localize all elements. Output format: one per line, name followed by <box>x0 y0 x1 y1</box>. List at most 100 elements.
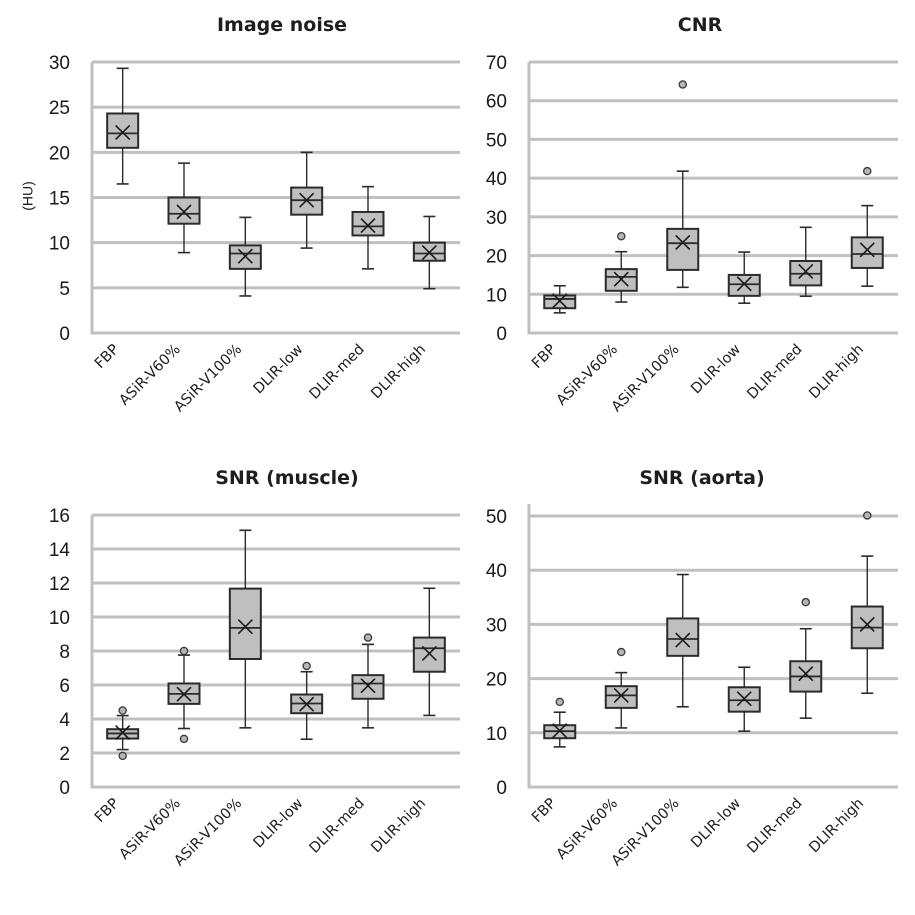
box-fbp <box>106 67 140 185</box>
y-tick-label: 10 <box>486 724 507 745</box>
mean-marker <box>115 124 131 141</box>
y-tick-label: 50 <box>486 130 507 151</box>
iqr-box <box>351 210 385 237</box>
y-tick-label: 25 <box>49 98 70 119</box>
gridlines <box>529 60 898 335</box>
y-tick-label: 0 <box>59 324 70 345</box>
mean-marker <box>237 619 253 635</box>
mean-marker <box>613 687 629 703</box>
panel-image-noise: Image noise (HU) 0 5 10 15 20 25 30 FBPASiR-V60… <box>20 14 460 415</box>
box-dlir-high <box>850 511 884 695</box>
chart-title: SNR (aorta) <box>639 467 764 489</box>
y-tick-label: 30 <box>486 208 507 229</box>
chart-title: Image noise <box>217 14 347 36</box>
mean-marker <box>176 686 192 702</box>
y-tick-label: 30 <box>486 615 507 636</box>
mean-marker <box>176 204 192 220</box>
y-tick-label: 40 <box>486 169 507 190</box>
outlier-point <box>617 647 626 657</box>
y-tick-label: 6 <box>59 676 70 697</box>
x-tick-label: FBP <box>92 795 123 826</box>
mean-marker <box>552 723 568 739</box>
mean-marker <box>736 276 752 292</box>
y-tick-label: 16 <box>49 506 70 527</box>
outlier-point <box>801 597 811 607</box>
mean-marker <box>421 245 437 261</box>
outlier-point <box>555 697 565 707</box>
iqr-box <box>106 112 140 149</box>
box-dlir-med <box>789 597 823 719</box>
box-dlir-low <box>290 661 324 741</box>
x-tick-label: ASiR-V60% <box>117 342 184 409</box>
box-asir-v60- <box>167 646 201 744</box>
gridlines <box>92 513 460 789</box>
x-tick-label: DLIR-low <box>251 341 307 397</box>
x-tick-label: ASiR-V60% <box>554 796 621 863</box>
iqr-box <box>604 685 638 709</box>
y-tick-label: 50 <box>486 507 507 528</box>
box-dlir-high <box>850 166 884 287</box>
gridlines <box>92 60 460 335</box>
mean-marker <box>421 645 437 661</box>
box-asir-v60- <box>167 162 201 254</box>
box-fbp <box>543 697 577 748</box>
x-tick-label: DLIR-high <box>806 342 867 403</box>
x-tick-label: FBP <box>529 341 560 372</box>
mean-marker <box>798 666 814 682</box>
y-tick-label: 0 <box>59 778 70 799</box>
mean-marker <box>360 678 376 694</box>
box-asir-v60- <box>604 231 638 303</box>
x-tick-label: DLIR-low <box>688 795 744 851</box>
y-tick-label: 30 <box>49 53 70 74</box>
mean-marker <box>675 632 691 648</box>
panel-snr-muscle: SNR (muscle) 0246810121416FBPASiR-V60%AS… <box>49 467 460 869</box>
x-tick-label: FBP <box>529 795 560 826</box>
y-tick-label: 10 <box>49 608 70 629</box>
y-tick-label: 0 <box>496 778 507 799</box>
y-tick-label: 20 <box>486 247 507 268</box>
outlier-point <box>118 706 127 715</box>
box-dlir-low <box>727 666 761 732</box>
y-tick-label: 15 <box>49 189 70 210</box>
box-fbp <box>543 284 577 314</box>
y-tick-label: 10 <box>486 285 507 306</box>
box-dlir-high <box>412 587 446 717</box>
iqr-box <box>850 236 884 269</box>
mean-marker <box>736 691 752 707</box>
y-tick-label: 5 <box>59 279 70 300</box>
iqr-box <box>727 273 761 297</box>
x-tick-label: DLIR-med <box>307 342 368 403</box>
mean-marker <box>552 293 568 309</box>
box-dlir-med <box>351 633 385 729</box>
x-tick-label: DLIR-low <box>688 341 744 397</box>
box-asir-v100- <box>228 216 262 297</box>
y-axis-label: (HU) <box>20 181 36 211</box>
box-asir-v100- <box>666 573 700 708</box>
x-tick-label: DLIR-low <box>251 795 307 851</box>
panel-cnr: CNR 010203040506070FBPASiR-V60%ASiR-V100… <box>486 14 898 415</box>
iqr-box <box>290 186 324 216</box>
iqr-box <box>228 587 262 660</box>
x-tick-label: FBP <box>92 341 123 372</box>
mean-marker <box>798 263 814 280</box>
outlier-point <box>678 80 688 89</box>
iqr-box <box>412 636 446 673</box>
box-fbp <box>106 706 140 761</box>
box-dlir-low <box>290 151 324 249</box>
iqr-box <box>666 227 700 271</box>
box-asir-v100- <box>228 529 262 729</box>
mean-marker <box>859 242 875 258</box>
mean-marker <box>115 725 131 741</box>
outlier-point <box>179 646 189 656</box>
y-tick-label: 12 <box>49 574 70 595</box>
outlier-point <box>617 231 626 241</box>
y-tick-label: 0 <box>496 324 507 345</box>
x-tick-label: DLIR-high <box>806 796 867 857</box>
box-dlir-med <box>789 226 823 298</box>
outlier-point <box>302 661 311 671</box>
iqr-box <box>666 617 700 657</box>
iqr-box <box>167 196 201 225</box>
gridlines <box>529 514 898 789</box>
outlier-point <box>863 166 872 176</box>
